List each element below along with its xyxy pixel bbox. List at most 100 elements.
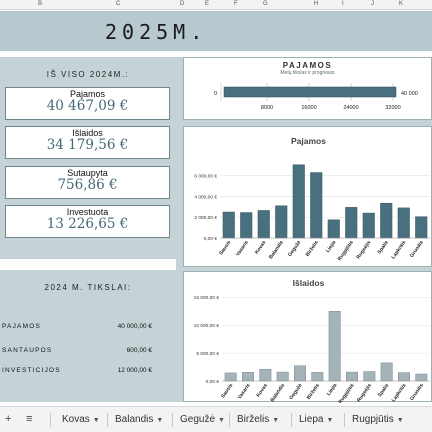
y-tick-label: 2 000,00 € [194, 215, 217, 221]
bar[interactable] [363, 371, 376, 382]
progress-bar-chart: 0 40 000 8000 16000 24000 32000 [214, 83, 418, 111]
progress-axis-end: 40 000 [401, 91, 418, 97]
page-title: 2025M. [105, 20, 208, 44]
goal-value: 40 000,00 € [117, 323, 152, 330]
col-header[interactable]: B [38, 1, 43, 7]
income-card[interactable]: Pajamos 40 467,09 € [5, 87, 170, 120]
bar[interactable] [328, 311, 341, 382]
bar[interactable] [259, 369, 272, 382]
sheet-tab-birzelis[interactable]: Birželis ▼ [237, 414, 279, 425]
bar[interactable] [222, 211, 235, 239]
income-bar-chart: Pajamos 0,00 € 2 000,00 € 4 000,00 € 6 000,0… [194, 136, 430, 262]
bar[interactable] [327, 219, 340, 239]
bar[interactable] [345, 207, 358, 239]
bar[interactable] [294, 365, 306, 382]
sheet-tabs-bar: + ≡ Kovas ▼ Balandis ▼ Gegužė ▼ Birželis ▼ L… [0, 406, 432, 432]
x-tick-label: Spalis [377, 240, 390, 256]
x-tick-label: Birželis [306, 383, 321, 401]
bar[interactable] [346, 371, 358, 382]
y-tick-label: 0,00 € [206, 379, 220, 385]
col-header[interactable]: G [263, 1, 268, 7]
progress-subtitle: Metų tikslas ir progresas [280, 70, 335, 76]
sheet-tab-liepa[interactable]: Liepa ▼ [299, 414, 333, 425]
bar[interactable] [257, 210, 270, 239]
bar[interactable] [380, 202, 393, 239]
x-tick-label: Kovas [255, 383, 269, 399]
x-tick-label: Rugpjūtis [337, 383, 355, 403]
tab-label: Rugpjūtis [352, 414, 394, 425]
x-tick-label: Gruodis [409, 383, 425, 402]
sheet-tab-balandis[interactable]: Balandis ▼ [115, 414, 163, 425]
card-label: Išlaidos [72, 128, 103, 138]
card-value: 40 467,09 € [46, 98, 129, 114]
col-header[interactable]: J [371, 1, 374, 7]
all-sheets-menu-button[interactable]: ≡ [26, 413, 33, 425]
goal-value: 600,00 € [126, 347, 152, 354]
bar[interactable] [275, 205, 288, 239]
x-tick-label: Vasaris [237, 383, 252, 401]
goals-heading: 2024 M. TIKSLAI: [44, 283, 132, 292]
add-sheet-button[interactable]: + [5, 413, 12, 425]
x-tick-label: Sausis [220, 383, 234, 400]
card-value: 756,86 € [57, 177, 118, 193]
card-label: Sutaupyta [67, 168, 108, 178]
col-header[interactable]: C [116, 1, 121, 7]
bar[interactable] [415, 373, 428, 382]
bar[interactable] [310, 172, 323, 239]
tab-label: Birželis [237, 414, 270, 425]
goal-label: PAJAMOS [2, 323, 41, 330]
income-chart-panel[interactable]: Pajamos 0,00 € 2 000,00 € 4 000,00 € 6 000,0… [183, 126, 432, 267]
income-progress-panel[interactable]: PAJAMOS Metų tikslas ir progresas 0 40 0… [183, 57, 432, 120]
x-tick-label: Rugsėjis [356, 240, 373, 261]
bar[interactable] [380, 362, 393, 382]
bar[interactable] [292, 164, 305, 239]
progress-tick: 8000 [261, 105, 273, 111]
chevron-down-icon: ▼ [218, 417, 225, 424]
y-tick-label: 10 000,00 € [194, 323, 220, 329]
x-tick-label: Gegužė [287, 240, 302, 258]
goal-value: 12 000,00 € [117, 367, 152, 374]
x-tick-label: Kovas [254, 240, 268, 256]
tab-label: Kovas [62, 414, 90, 425]
tab-divider [172, 413, 173, 427]
col-header[interactable]: E [205, 1, 210, 7]
x-tick-label: Rugsėjis [356, 383, 373, 403]
col-header[interactable]: H [314, 1, 319, 7]
bar[interactable] [311, 372, 324, 382]
bar[interactable] [397, 207, 410, 239]
x-tick-label: Sausis [218, 240, 232, 257]
x-tick-label: Spalis [377, 383, 390, 399]
col-header[interactable]: D [180, 1, 185, 7]
tab-divider [291, 413, 292, 427]
bar[interactable] [242, 372, 254, 382]
savings-card[interactable]: Sutaupyta 756,86 € [5, 166, 170, 199]
goals-panel: 2024 M. TIKSLAI: PAJAMOS 40 000,00 € SAN… [0, 270, 176, 402]
investments-card[interactable]: Investuota 13 226,65 € [5, 205, 170, 238]
col-header[interactable]: K [399, 1, 404, 7]
bar[interactable] [398, 372, 410, 382]
sheet-tab-kovas[interactable]: Kovas ▼ [62, 414, 100, 425]
card-value: 13 226,65 € [46, 216, 129, 232]
progress-tick: 16000 [301, 105, 316, 111]
col-header[interactable]: I [342, 1, 344, 7]
bar[interactable] [415, 216, 428, 239]
chevron-down-icon: ▼ [396, 417, 404, 424]
y-tick-label: 5 000,00 € [196, 351, 219, 357]
bar[interactable] [224, 372, 237, 382]
goal-row-income[interactable]: PAJAMOS 40 000,00 € [2, 323, 152, 330]
sheet-tab-rugpjutis[interactable]: Rugpjūtis ▼ [352, 414, 404, 425]
progress-axis-start: 0 [214, 91, 217, 97]
bar[interactable] [276, 371, 289, 382]
bar[interactable] [240, 212, 253, 239]
col-header[interactable]: F [234, 1, 238, 7]
goal-row-savings[interactable]: SANTAUPOS 600,00 € [2, 347, 152, 354]
sheet-tab-geguze[interactable]: Gegužė ▼ [180, 414, 225, 425]
bar[interactable] [362, 212, 375, 239]
expenses-chart-panel[interactable]: Išlaidos 0,00 € 5 000,00 € 10 000,00 € 15 00… [183, 271, 432, 405]
y-tick-label: 15 000,00 € [194, 295, 220, 301]
expenses-card[interactable]: Išlaidos 34 179,56 € [5, 126, 170, 159]
goal-row-investments[interactable]: INVESTICIJOS 12 000,00 € [2, 367, 152, 374]
expenses-bar-chart: Išlaidos 0,00 € 5 000,00 € 10 000,00 € 15 00… [194, 278, 430, 405]
tab-label: Liepa [299, 414, 324, 425]
x-tick-label: Vasaris [235, 240, 250, 258]
